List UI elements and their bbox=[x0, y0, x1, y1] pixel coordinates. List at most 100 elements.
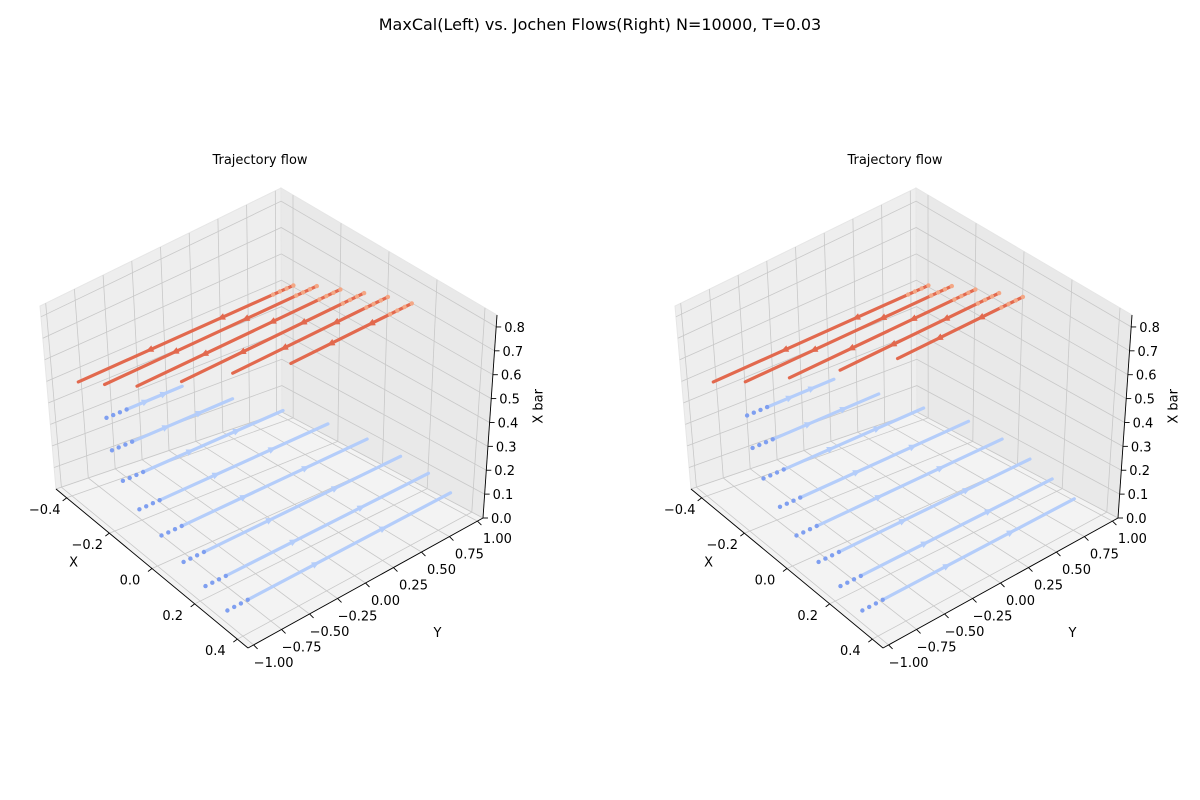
x-tick bbox=[147, 568, 153, 572]
trajectory-arrow bbox=[145, 345, 155, 352]
z-tick-label: 0.6 bbox=[501, 369, 522, 384]
trajectory-arrow bbox=[267, 447, 277, 454]
trajectory-point bbox=[210, 580, 215, 585]
trajectory-arrow bbox=[809, 345, 819, 352]
trajectory-point bbox=[137, 507, 142, 512]
trajectory-line bbox=[787, 287, 977, 380]
x-tick bbox=[740, 532, 745, 537]
y-tick-label: −0.50 bbox=[310, 625, 350, 640]
trajectory-arrow bbox=[785, 395, 794, 403]
x-tick-label: −0.4 bbox=[29, 503, 61, 518]
trajectory-point bbox=[777, 504, 783, 509]
z-tick-label: 0.4 bbox=[498, 417, 519, 432]
trajectory-line bbox=[141, 408, 285, 474]
trajectory-point bbox=[402, 304, 407, 310]
trajectory-point bbox=[880, 597, 885, 602]
trajectory-point bbox=[111, 412, 116, 418]
z-tick-label: 0.2 bbox=[494, 464, 515, 479]
gridline-z bbox=[675, 200, 1132, 328]
y-tick bbox=[972, 598, 977, 603]
x-tick-label: −0.2 bbox=[707, 538, 739, 553]
trajectory-point bbox=[823, 556, 828, 561]
y-tick bbox=[365, 582, 370, 588]
trajectory-point bbox=[744, 413, 750, 418]
trajectory-arrow bbox=[232, 429, 241, 436]
trajectory-point bbox=[364, 305, 369, 310]
trajectory-line bbox=[158, 422, 330, 502]
y-tick bbox=[449, 536, 454, 541]
trajectory-arrow bbox=[852, 470, 861, 477]
x-tick-label: 0.0 bbox=[120, 574, 141, 589]
trajectory-arrow bbox=[268, 317, 277, 324]
trajectory-arrow bbox=[330, 486, 340, 493]
y-tick-label: 0.25 bbox=[1034, 579, 1063, 594]
trajectory-point bbox=[838, 583, 843, 589]
y-tick bbox=[253, 644, 258, 650]
trajectory-arrow bbox=[878, 313, 888, 321]
y-tick bbox=[421, 551, 426, 557]
trajectory-point bbox=[814, 523, 819, 529]
gridline-z bbox=[48, 306, 490, 423]
gridline-z bbox=[679, 253, 1129, 376]
trajectory-point bbox=[989, 294, 995, 299]
trajectory-point bbox=[757, 442, 762, 448]
y-tick-label: −0.75 bbox=[917, 640, 957, 655]
trajectory-point bbox=[188, 556, 193, 561]
trajectory-point bbox=[172, 527, 178, 532]
trajectory-point bbox=[764, 404, 770, 410]
x-tick bbox=[62, 497, 67, 502]
trajectory-point bbox=[270, 292, 276, 297]
z-tick-label: 0.3 bbox=[496, 440, 517, 455]
trajectory-point bbox=[912, 289, 918, 294]
trajectory-point bbox=[120, 478, 126, 483]
trajectory-point bbox=[935, 290, 941, 295]
trajectory-point bbox=[245, 597, 250, 602]
trajectory-point bbox=[340, 301, 346, 306]
y-tick bbox=[309, 613, 314, 619]
trajectory-point bbox=[338, 287, 343, 292]
trajectory-point bbox=[807, 527, 813, 532]
trajectory-point bbox=[829, 553, 835, 558]
gridline-z bbox=[688, 385, 1120, 495]
trajectory-arrow bbox=[908, 444, 917, 452]
trajectory-point bbox=[926, 283, 931, 288]
trajectory-arrow bbox=[780, 345, 790, 352]
trajectory-point bbox=[791, 498, 796, 503]
trajectory-point bbox=[277, 289, 283, 294]
trajectory-line bbox=[743, 284, 954, 384]
trajectory-arrow bbox=[942, 563, 951, 571]
trajectory-arrow bbox=[331, 317, 341, 325]
trajectory-point bbox=[781, 467, 786, 472]
y-tick-label: 0.00 bbox=[1006, 594, 1035, 609]
axes-panes bbox=[674, 187, 1133, 649]
trajectory-arrow bbox=[367, 318, 376, 326]
trajectory-arrow bbox=[211, 472, 221, 480]
trajectory-point bbox=[952, 297, 957, 302]
trajectory-arrow bbox=[1006, 530, 1015, 537]
y-tick-label: 0.00 bbox=[371, 594, 400, 609]
trajectory-arrow bbox=[984, 509, 993, 516]
trajectory-line bbox=[765, 377, 836, 409]
axes-panes bbox=[39, 187, 498, 649]
trajectory-point bbox=[354, 294, 360, 299]
x-tick bbox=[782, 568, 788, 572]
trajectory-point bbox=[751, 410, 756, 415]
trajectory-point bbox=[294, 293, 299, 298]
trajectory-line bbox=[124, 384, 184, 412]
y-tick-label: −0.25 bbox=[338, 610, 378, 625]
y-tick bbox=[1056, 551, 1061, 557]
trajectory-line bbox=[881, 497, 1076, 602]
trajectory-line bbox=[130, 397, 235, 444]
trajectory-point bbox=[763, 440, 769, 445]
y-tick-label: −0.75 bbox=[282, 640, 322, 655]
trajectory-point bbox=[166, 530, 171, 535]
gridline-z bbox=[52, 358, 487, 471]
trajectory-point bbox=[144, 504, 149, 509]
trajectory-line bbox=[76, 283, 296, 384]
y-tick bbox=[477, 520, 482, 526]
trajectories bbox=[76, 283, 453, 613]
trajectory-line bbox=[231, 295, 390, 375]
z-tick-label: 0.3 bbox=[1131, 440, 1152, 455]
x-axis-label: X bbox=[704, 556, 713, 571]
x-tick bbox=[105, 532, 110, 537]
